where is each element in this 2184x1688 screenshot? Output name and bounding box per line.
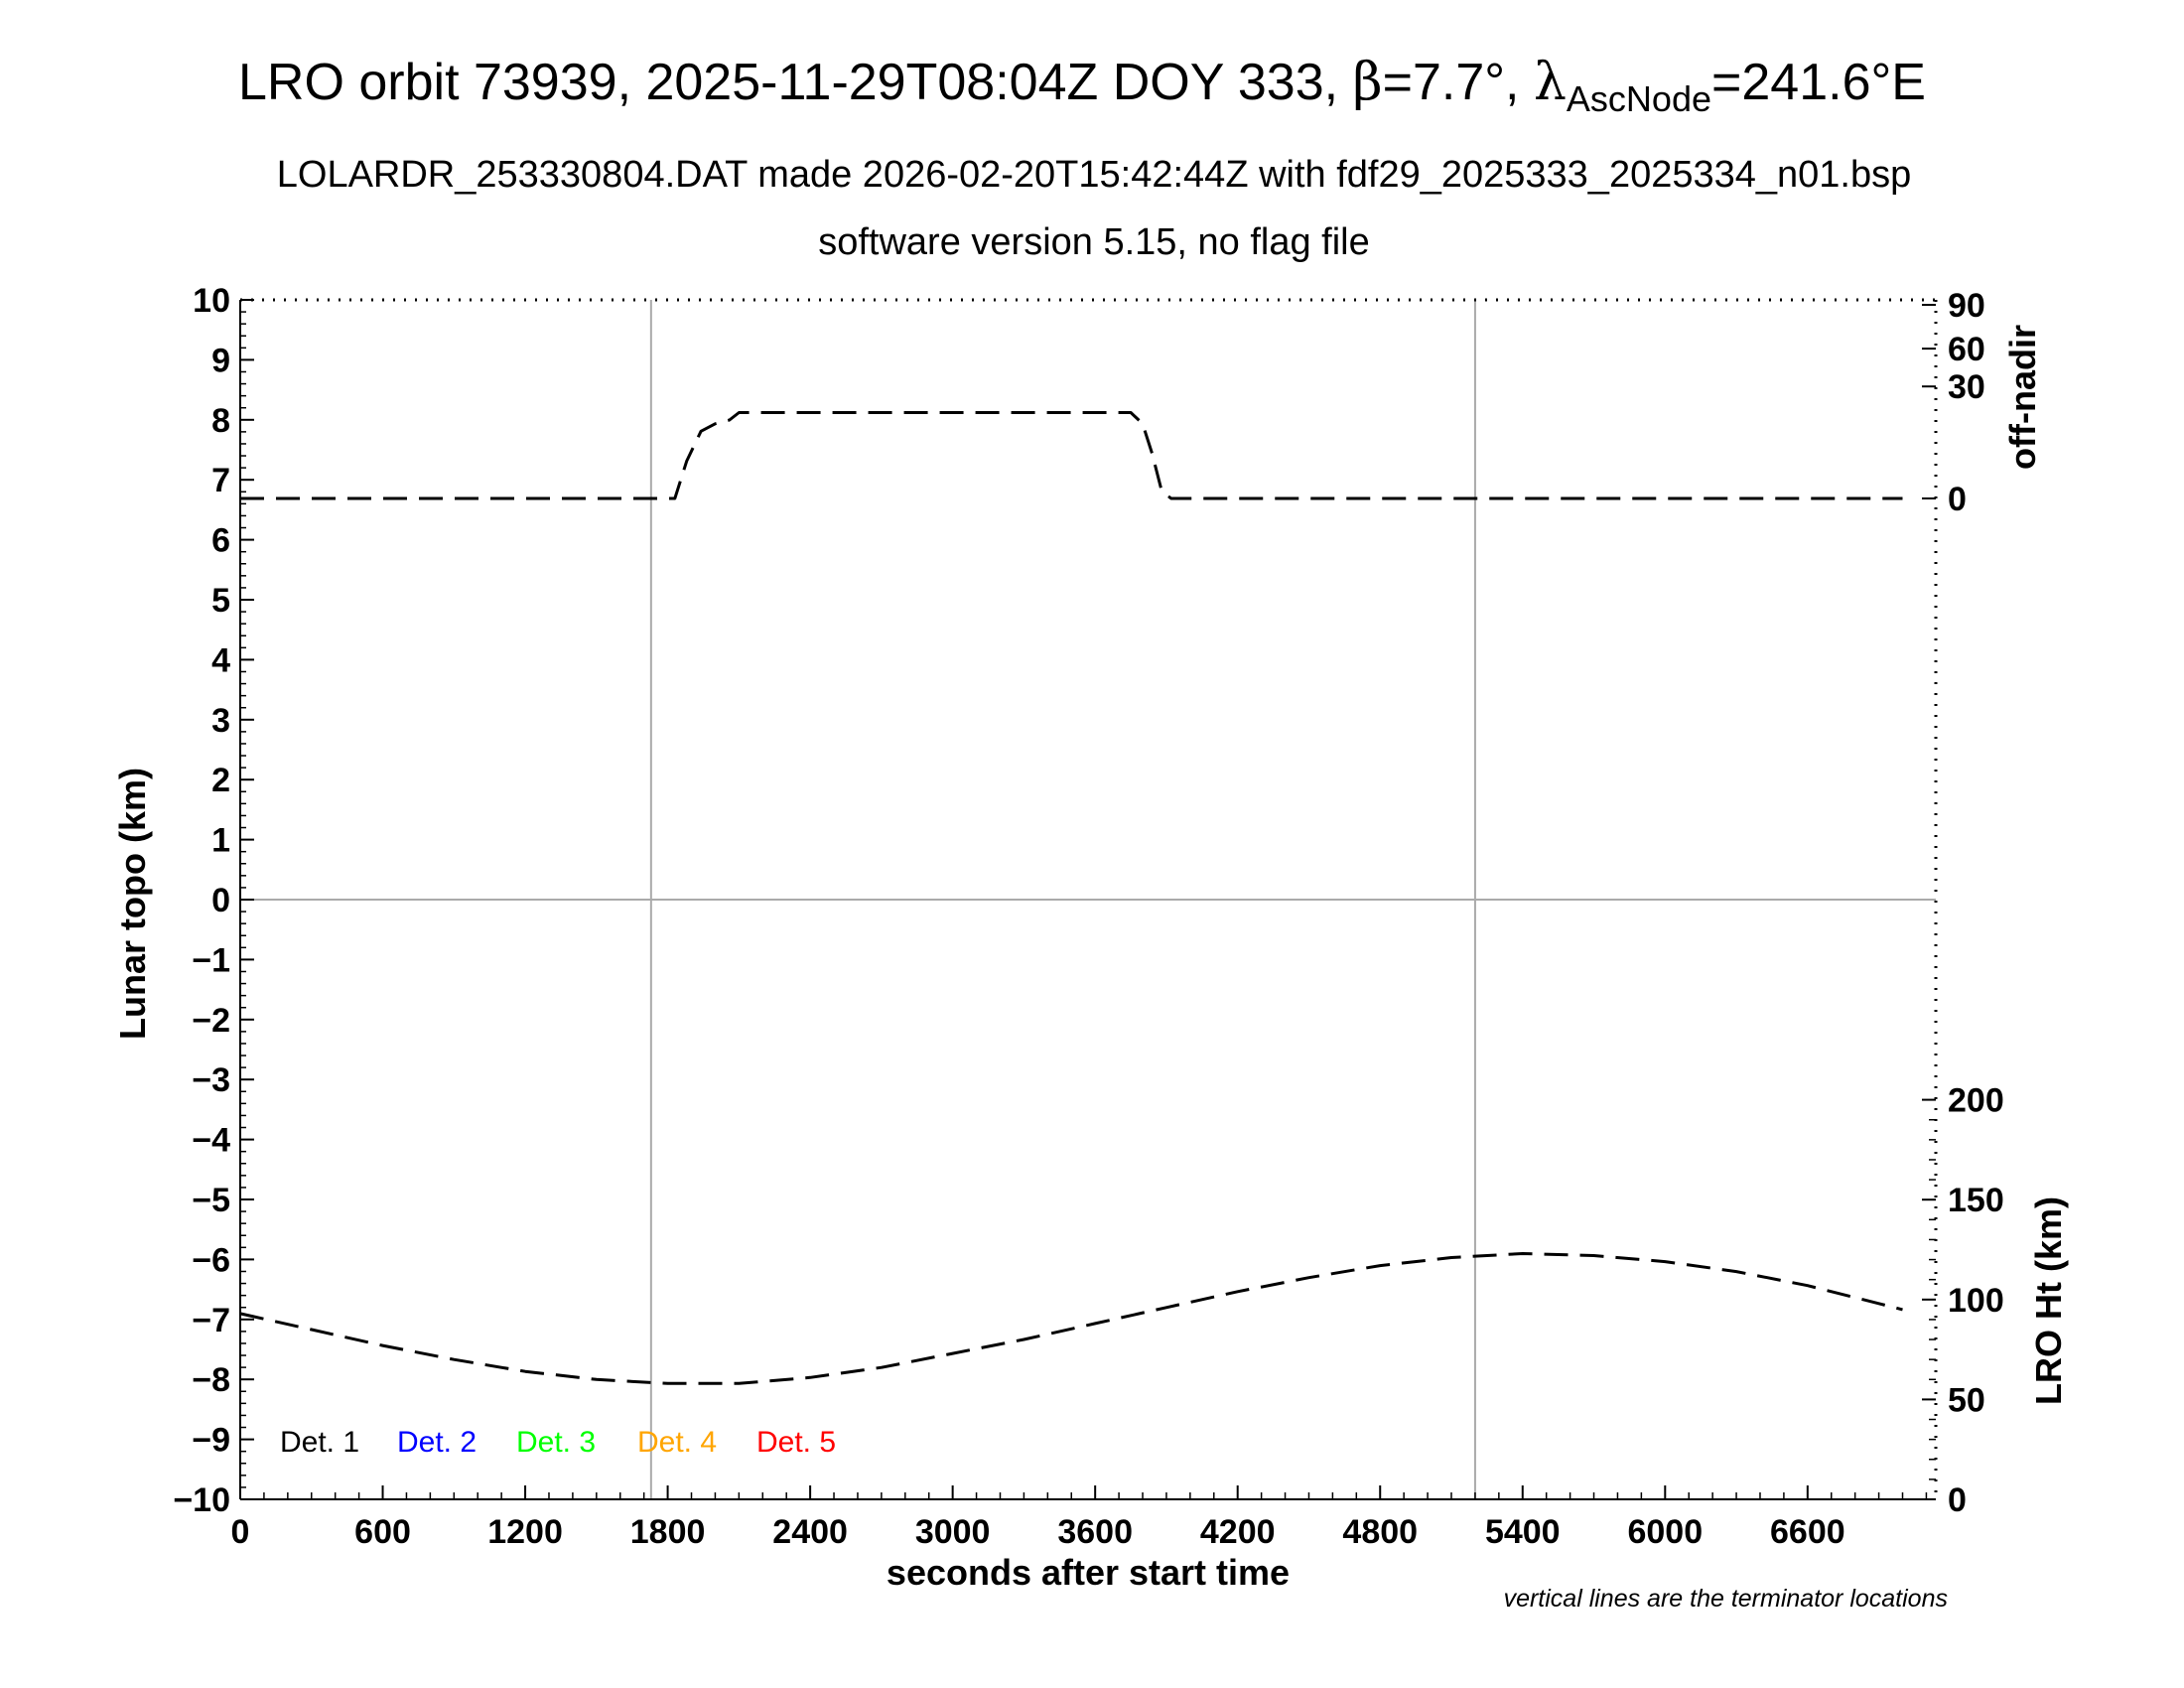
beta-value: =7.7°,	[1383, 54, 1534, 111]
footnote: vertical lines are the terminator locati…	[1504, 1585, 1948, 1613]
x-tick-label: 600	[354, 1513, 411, 1551]
off-nadir-tick-label: 60	[1948, 331, 1985, 368]
y-tick-label: 4	[211, 641, 230, 679]
y-tick-label: −7	[192, 1302, 230, 1339]
y-tick-label: 0	[211, 882, 230, 919]
y-tick-label: 8	[211, 402, 230, 440]
x-tick-label: 3000	[915, 1513, 991, 1551]
lambda-symbol: λ	[1534, 53, 1567, 112]
y-tick-label: 1	[211, 822, 230, 860]
x-tick-label: 6600	[1770, 1513, 1845, 1551]
off-nadir-tick-label: 0	[1948, 481, 1967, 518]
x-tick-label: 5400	[1485, 1513, 1561, 1551]
legend-item-det-1: Det. 1	[280, 1426, 359, 1459]
legend-item-det-4: Det. 4	[637, 1426, 717, 1459]
x-tick-label: 4800	[1342, 1513, 1418, 1551]
y-tick-label: −5	[192, 1182, 230, 1219]
lro-height-axis-title: LRO Ht (km)	[2028, 1196, 2069, 1405]
y-tick-label: −8	[192, 1361, 230, 1399]
lambda-value: =241.6°E	[1711, 54, 1926, 111]
height-tick-label: 50	[1948, 1381, 1985, 1419]
y-tick-label: 7	[211, 462, 230, 499]
x-tick-label: 4200	[1200, 1513, 1276, 1551]
lambda-subscript: AscNode	[1567, 78, 1711, 119]
y-tick-label: −6	[192, 1241, 230, 1279]
chart-title: LRO orbit 73939, 2025-11-29T08:04Z DOY 3…	[238, 53, 1926, 119]
y-tick-label: 9	[211, 342, 230, 379]
y-tick-label: −10	[173, 1481, 230, 1519]
y-tick-label: −3	[192, 1061, 230, 1099]
title-prefix: LRO orbit 73939, 2025-11-29T08:04Z DOY 3…	[238, 54, 1353, 111]
off-nadir-tick-label: 90	[1948, 287, 1985, 325]
height-tick-label: 0	[1948, 1481, 1967, 1519]
legend-item-det-5: Det. 5	[756, 1426, 836, 1459]
y-tick-label: 5	[211, 582, 230, 620]
legend-item-det-2: Det. 2	[397, 1426, 477, 1459]
off-nadir-tick-label: 30	[1948, 368, 1985, 406]
y-tick-label: −1	[192, 941, 230, 979]
x-tick-label: 1800	[630, 1513, 706, 1551]
y-tick-label: 2	[211, 762, 230, 799]
y-tick-label: −2	[192, 1002, 230, 1040]
off-nadir-axis-title: off-nadir	[2002, 325, 2043, 470]
y-tick-label: 10	[193, 282, 230, 320]
legend-item-det-3: Det. 3	[516, 1426, 596, 1459]
y-tick-label: 6	[211, 522, 230, 560]
chart-subtitle-2: software version 5.15, no flag file	[818, 221, 1370, 263]
beta-symbol: β	[1353, 53, 1383, 112]
y-tick-label: −9	[192, 1422, 230, 1460]
height-tick-label: 150	[1948, 1182, 2004, 1219]
x-tick-label: 1200	[487, 1513, 563, 1551]
x-tick-label: 2400	[772, 1513, 848, 1551]
height-tick-label: 100	[1948, 1282, 2004, 1320]
x-tick-label: 3600	[1057, 1513, 1133, 1551]
x-tick-label: 0	[231, 1513, 250, 1551]
off-nadir-series	[240, 411, 1903, 500]
y-axis-title: Lunar topo (km)	[112, 768, 153, 1040]
height-tick-label: 200	[1948, 1082, 2004, 1120]
chart-subtitle: LOLARDR_253330804.DAT made 2026-02-20T15…	[277, 154, 1912, 196]
lro-height-series	[239, 1252, 1903, 1385]
y-tick-label: −4	[192, 1122, 230, 1160]
y-tick-label: 3	[211, 702, 230, 740]
x-tick-label: 6000	[1627, 1513, 1703, 1551]
x-axis-title: seconds after start time	[887, 1552, 1290, 1593]
